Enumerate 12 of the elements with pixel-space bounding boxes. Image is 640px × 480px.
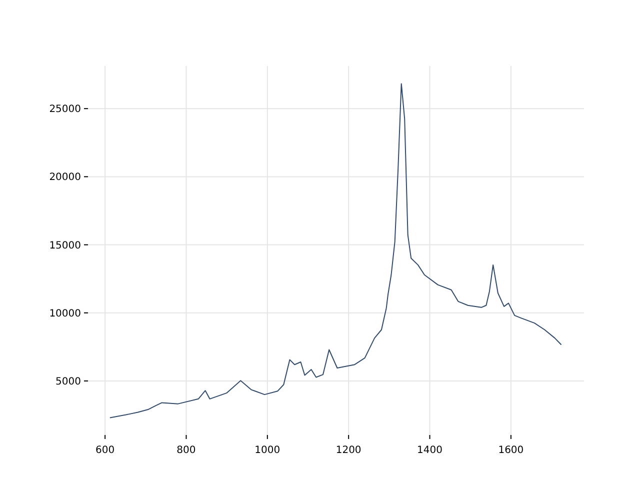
y-tick-label: 20000 [49, 172, 81, 184]
line-series [109, 83, 562, 418]
x-tick-label: 1200 [336, 445, 362, 456]
y-tick-label: 15000 [49, 240, 81, 252]
y-tick-label: 25000 [49, 104, 81, 116]
y-tick-label: 10000 [49, 308, 81, 320]
x-tick-label: 1600 [498, 445, 524, 456]
y-tick-label: 5000 [56, 376, 81, 388]
x-tick-label: 1000 [254, 445, 280, 456]
x-tick-label: 800 [176, 445, 196, 456]
x-tick-label: 1400 [417, 445, 442, 456]
x-tick-label: 600 [96, 445, 115, 456]
